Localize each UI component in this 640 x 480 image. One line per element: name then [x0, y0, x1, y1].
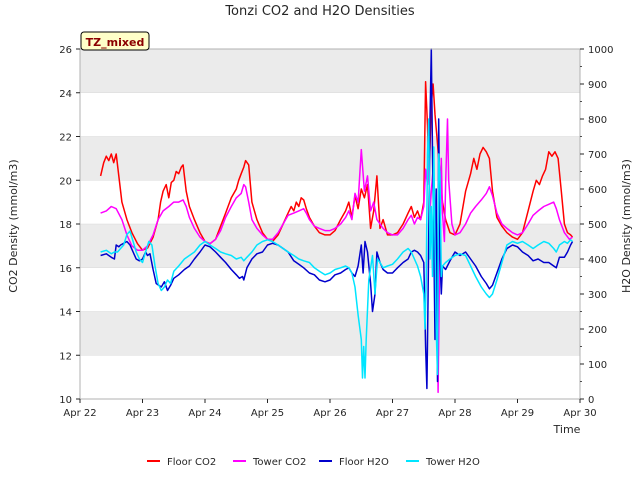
x-tick-label: Apr 28 [438, 408, 471, 419]
x-tick-label: Apr 24 [188, 408, 221, 419]
y-axis-left-label: CO2 Density (mmol/m3) [7, 159, 20, 292]
y-right-tick-label: 300 [588, 290, 607, 301]
legend-item-tower-co2: Tower CO2 [233, 457, 306, 468]
legend-label: Floor CO2 [167, 457, 216, 468]
background-band [80, 49, 580, 93]
floor-co2-line [99, 81, 574, 251]
x-tick-label: Apr 27 [376, 408, 409, 419]
floor-h2o-line [100, 48, 574, 390]
y-right-tick-label: 1000 [588, 45, 613, 56]
legend-label: Tower CO2 [252, 457, 306, 468]
background-bands [80, 48, 580, 400]
y-left-tick-label: 12 [59, 351, 72, 362]
badge: TZ_mixed [80, 31, 150, 51]
y-left-tick-label: 16 [59, 264, 72, 275]
y-left-tick-label: 20 [59, 176, 72, 187]
background-band [80, 311, 580, 356]
y-right-tick-label: 900 [588, 80, 607, 91]
badge-text: TZ_mixed [86, 36, 145, 49]
tower-co2-line [100, 118, 573, 394]
y-right-tick-label: 600 [588, 185, 607, 196]
y-right-tick-label: 400 [588, 255, 607, 266]
legend-item-floor-h2o: Floor H2O [319, 457, 389, 468]
x-axis: Apr 22 Apr 23 Apr 24 Apr 25 Apr 26 Apr 27 Apr … [63, 399, 597, 419]
x-tick-label: Apr 23 [126, 408, 159, 419]
x-tick-label: Apr 29 [501, 408, 534, 419]
y-left-tick-label: 18 [59, 220, 72, 231]
legend: Floor CO2 Tower CO2 Floor H2O Tower H2O [147, 457, 480, 468]
y-left-tick-label: 26 [59, 45, 72, 56]
x-tick-label: Apr 25 [251, 408, 284, 419]
chart-title: Tonzi CO2 and H2O Densities [224, 4, 415, 19]
y-right-tick-label: 800 [588, 115, 607, 126]
y-right-tick-label: 0 [588, 395, 594, 406]
y-left-tick-label: 10 [59, 395, 72, 406]
y-axis-left: 10 12 14 16 18 20 22 24 26 [59, 45, 80, 406]
y-right-tick-label: 700 [588, 150, 607, 161]
y-axis-right-label: H2O Density (mmol/m3) [620, 159, 633, 293]
y-right-tick-label: 200 [588, 325, 607, 336]
legend-item-tower-h2o: Tower H2O [406, 457, 480, 468]
x-tick-label: Apr 26 [313, 408, 346, 419]
plot-lines [99, 48, 574, 394]
legend-label: Tower H2O [425, 457, 480, 468]
x-tick-label: Apr 22 [63, 408, 96, 419]
legend-label: Floor H2O [339, 457, 389, 468]
x-axis-label: Time [553, 423, 581, 436]
x-tick-label: Apr 30 [563, 408, 596, 419]
y-axis-right: 0 100 200 300 400 500 600 700 800 900 1000 [580, 45, 613, 406]
y-right-tick-label: 100 [588, 360, 607, 371]
legend-item-floor-co2: Floor CO2 [147, 457, 216, 468]
background-band [80, 136, 580, 181]
y-right-tick-label: 500 [588, 220, 607, 231]
tower-h2o-line [100, 118, 574, 379]
y-left-tick-label: 22 [59, 133, 72, 144]
y-left-tick-label: 24 [59, 89, 72, 100]
y-left-tick-label: 14 [59, 308, 72, 319]
badge-box [80, 31, 150, 51]
